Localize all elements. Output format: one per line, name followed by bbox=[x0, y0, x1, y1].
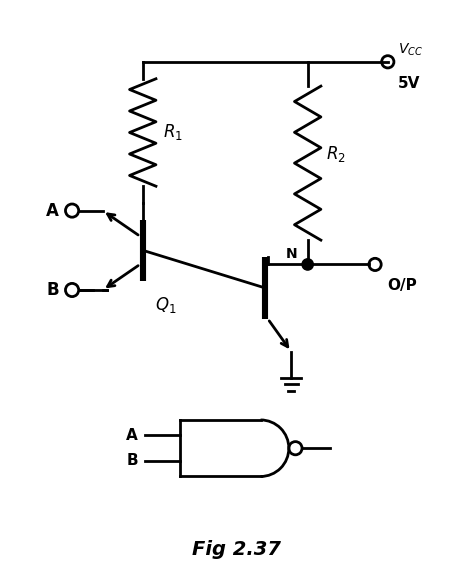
Text: $Q_1$: $Q_1$ bbox=[155, 295, 176, 315]
Circle shape bbox=[302, 259, 313, 270]
Text: A: A bbox=[126, 428, 138, 443]
Text: A: A bbox=[46, 202, 59, 219]
Text: $V_{CC}$: $V_{CC}$ bbox=[398, 41, 423, 58]
Text: Fig 2.37: Fig 2.37 bbox=[192, 540, 282, 559]
Text: O/P: O/P bbox=[387, 278, 417, 293]
Text: $R_2$: $R_2$ bbox=[326, 143, 346, 164]
Text: N: N bbox=[286, 247, 297, 261]
Text: 5V: 5V bbox=[398, 75, 420, 90]
Text: B: B bbox=[127, 453, 138, 468]
Text: $R_1$: $R_1$ bbox=[163, 123, 182, 142]
Text: B: B bbox=[46, 281, 59, 299]
